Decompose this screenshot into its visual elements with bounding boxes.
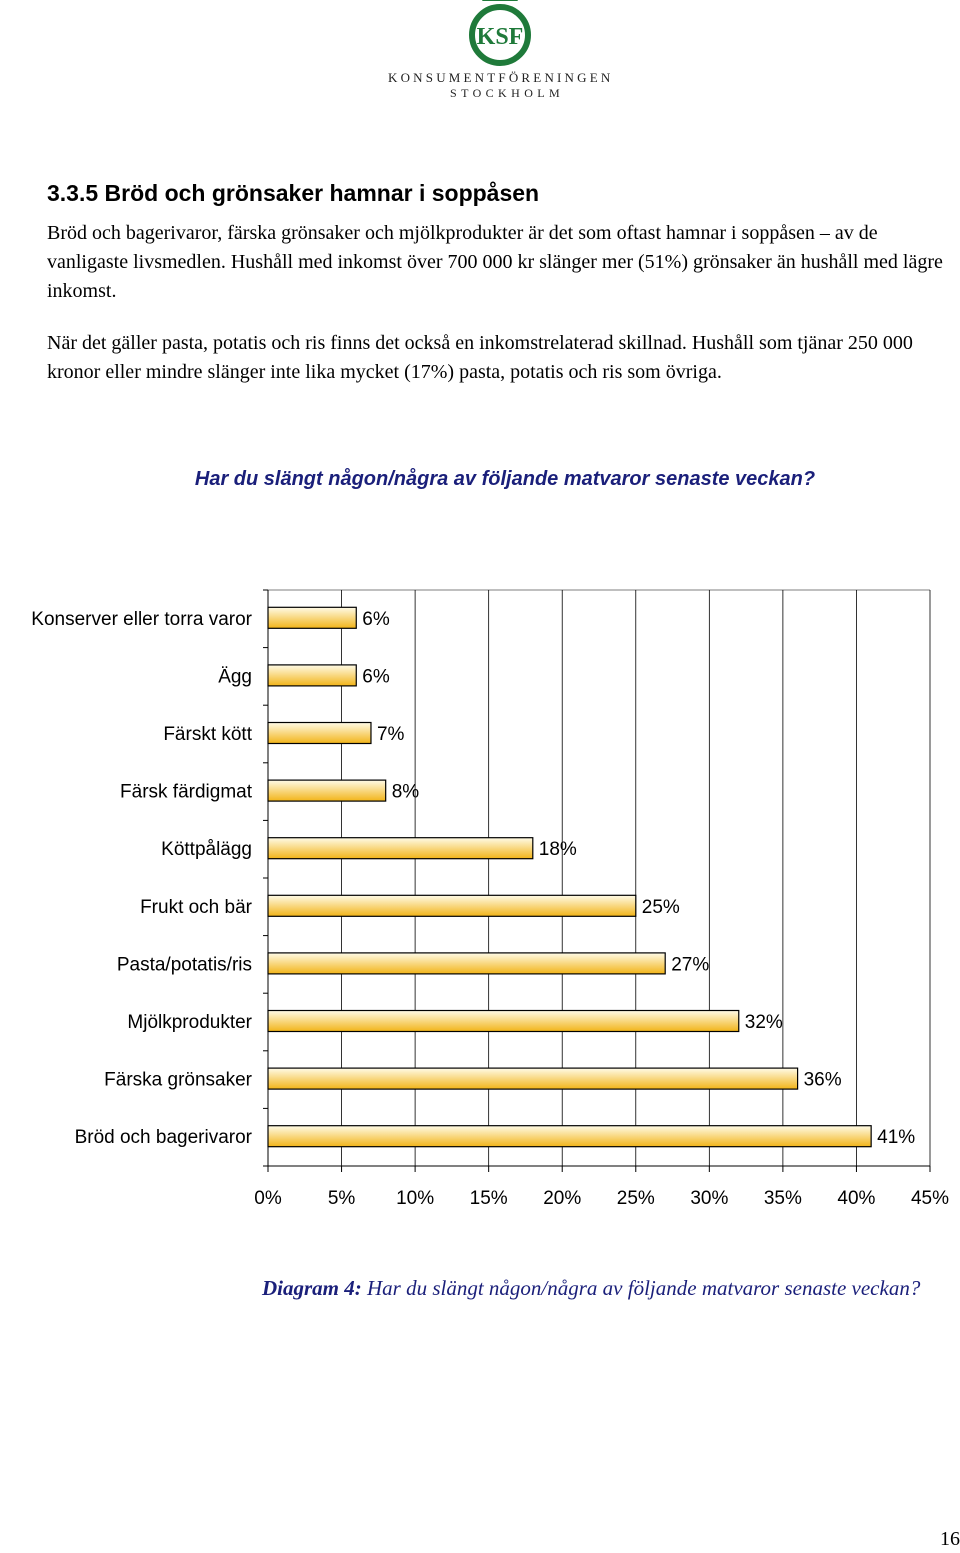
bar <box>267 1009 740 1033</box>
section-heading: 3.3.5 Bröd och grönsaker hamnar i soppås… <box>47 180 540 206</box>
x-tick-label: 30% <box>690 1188 728 1209</box>
category-label: Färska grönsaker <box>104 1070 253 1091</box>
category-label: Pasta/potatis/ris <box>117 954 252 975</box>
category-label: Färsk färdigmat <box>120 782 253 803</box>
value-label: 7% <box>377 724 405 745</box>
category-label: Konserver eller torra varor <box>31 609 252 630</box>
caption-text: Har du slängt någon/några av följande ma… <box>361 1276 921 1300</box>
category-label: Ägg <box>218 666 252 687</box>
ksf-logo: KSF <box>469 0 531 66</box>
paragraph-2: När det gäller pasta, potatis och ris fi… <box>47 332 913 383</box>
value-label: 36% <box>804 1070 842 1091</box>
category-label: Köttpålägg <box>161 839 252 860</box>
bar <box>267 1125 872 1148</box>
logo-city: STOCKHOLM <box>450 86 565 100</box>
x-tick-label: 40% <box>837 1188 875 1209</box>
caption-label: Diagram 4: <box>262 1276 362 1300</box>
value-label: 6% <box>362 609 390 630</box>
bar <box>267 606 357 629</box>
value-label: 25% <box>642 897 680 918</box>
figure-caption: Diagram 4: Har du slängt någon/några av … <box>262 1274 952 1303</box>
value-label: 6% <box>362 666 390 687</box>
paragraph-1: Bröd och bagerivaror, färska grönsaker o… <box>47 222 943 302</box>
value-label: 27% <box>671 954 709 975</box>
bar <box>267 894 637 917</box>
bar <box>267 664 357 687</box>
page-number: 16 <box>940 1528 960 1550</box>
x-tick-label: 0% <box>254 1188 282 1209</box>
labels: 0% 5% 10% 15% 20% 25% 30% 35% 40% 45% Konserver el… <box>31 609 949 1209</box>
bar <box>267 1067 799 1090</box>
x-tick-label: 15% <box>470 1188 508 1209</box>
logo-wordmark: KONSUMENTFÖRENINGEN <box>388 70 614 85</box>
x-tick-label: 10% <box>396 1188 434 1209</box>
value-label: 18% <box>539 839 577 860</box>
x-tick-label: 20% <box>543 1188 581 1209</box>
value-label: 41% <box>877 1127 915 1148</box>
category-label: Mjölkprodukter <box>127 1012 252 1033</box>
bar <box>267 952 666 975</box>
category-label: Frukt och bär <box>140 897 253 918</box>
bar <box>267 837 534 860</box>
bar <box>267 779 387 802</box>
svg-text:KSF: KSF <box>477 24 524 50</box>
x-tick-label: 45% <box>911 1188 949 1209</box>
category-label: Färskt kött <box>163 724 252 745</box>
bar <box>267 721 372 745</box>
x-tick-label: 25% <box>617 1188 655 1209</box>
x-tick-label: 5% <box>328 1188 356 1209</box>
bars <box>267 606 872 1148</box>
axes <box>263 589 931 1172</box>
value-label: 32% <box>745 1012 783 1033</box>
chart-title: Har du slängt någon/några av följande ma… <box>194 468 816 490</box>
bar-chart: 0% 5% 10% 15% 20% 25% 30% 35% 40% 45% Konserver el… <box>31 589 949 1209</box>
category-label: Bröd och bagerivaror <box>75 1127 253 1148</box>
value-label: 8% <box>392 782 420 803</box>
x-tick-label: 35% <box>764 1188 802 1209</box>
